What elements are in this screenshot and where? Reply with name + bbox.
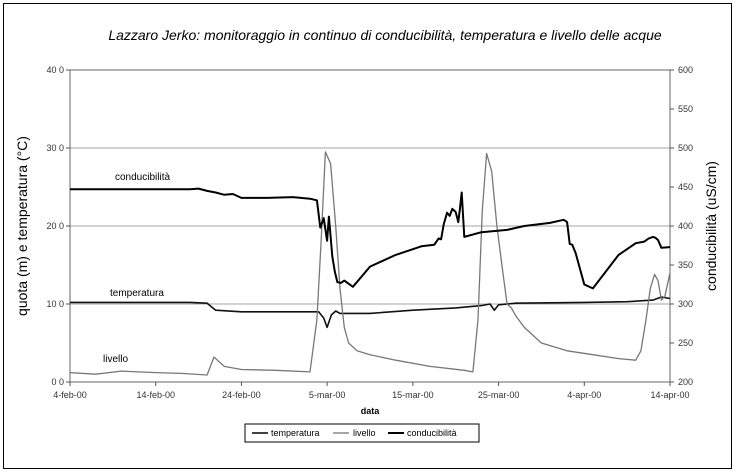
legend-box xyxy=(244,423,480,443)
y-axis-left-label: quota (m) e temperatura (°C) xyxy=(14,136,30,316)
annotation-livello: livello xyxy=(103,354,128,365)
x-tick-label: 4-feb-00 xyxy=(53,390,87,400)
y-axis-right-label: conducibilità (uS/cm) xyxy=(703,161,719,291)
y-right-tick-label: 350 xyxy=(678,260,693,270)
y-left-tick-label: 20 0 xyxy=(46,221,64,231)
x-tick-label: 25-mar-00 xyxy=(478,390,520,400)
y-left-tick-label: 40 0 xyxy=(46,65,64,75)
x-tick-label: 24-feb-00 xyxy=(222,390,261,400)
x-axis: 4-feb-00 14-feb-00 24-feb-00 5-mar-00 15-mar… xyxy=(53,382,690,400)
y-left-tick-label: 10 0 xyxy=(46,299,64,309)
series-line-livello xyxy=(69,151,671,376)
y-right-tick-label: 450 xyxy=(678,182,693,192)
series-line-conducibilita xyxy=(70,187,671,290)
legend: temperatura livello conducibilità xyxy=(244,423,480,443)
y-right-tick-label: 500 xyxy=(678,143,693,153)
y-right-tick-label: 400 xyxy=(678,221,693,231)
chart-title: Lazzaro Jerko: monitoraggio in continuo … xyxy=(108,27,662,43)
legend-label-temperatura: temperatura xyxy=(271,428,320,438)
annotation-temperatura: temperatura xyxy=(110,288,164,299)
y-axis-right: 200 250 300 350 400 450 500 550 600 xyxy=(670,65,693,387)
legend-label-livello: livello xyxy=(353,428,376,438)
y-right-tick-label: 600 xyxy=(678,65,693,75)
x-tick-label: 14-feb-00 xyxy=(136,390,175,400)
y-left-tick-label: 30 0 xyxy=(46,143,64,153)
annotation-conducibilita: conducibilità xyxy=(115,172,170,183)
y-right-tick-label: 200 xyxy=(678,377,693,387)
series-line-temperatura xyxy=(70,296,671,329)
x-tick-label: 14-apr-00 xyxy=(650,390,689,400)
chart-frame xyxy=(3,3,732,469)
x-tick-label: 15-mar-00 xyxy=(392,390,434,400)
y-right-tick-label: 300 xyxy=(678,299,693,309)
x-axis-label: data xyxy=(361,406,381,416)
gridlines xyxy=(70,147,670,305)
legend-label-conducibilita: conducibilità xyxy=(407,428,457,438)
y-right-tick-label: 550 xyxy=(678,104,693,114)
y-right-tick-label: 250 xyxy=(678,338,693,348)
x-tick-label: 4-apr-00 xyxy=(567,390,601,400)
y-axis-left: 0 0 10 0 20 0 30 0 40 0 xyxy=(46,65,70,387)
x-tick-label: 5-mar-00 xyxy=(309,390,346,400)
series-group xyxy=(69,151,671,376)
y-left-tick-label: 0 0 xyxy=(51,377,64,387)
